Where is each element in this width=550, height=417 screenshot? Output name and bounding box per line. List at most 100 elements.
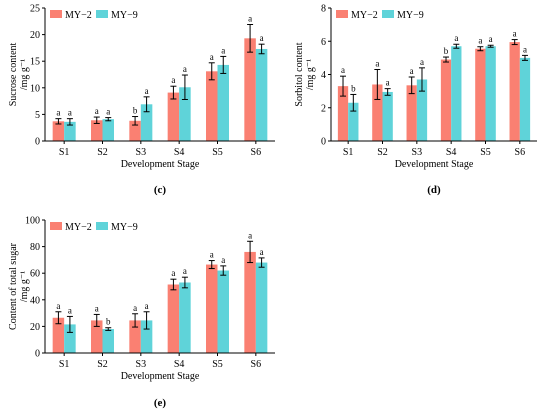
x-tick-label: S3 (136, 359, 147, 370)
y-tick-label: 0 (35, 349, 40, 360)
panel-label: (e) (154, 397, 167, 409)
bar-e-MY2-S3 (129, 320, 141, 353)
significance-label: a (420, 57, 424, 67)
y-tick-label: 40 (30, 295, 40, 306)
legend-swatch (336, 10, 348, 18)
x-tick-label: S1 (59, 359, 70, 370)
significance-label: a (95, 106, 99, 116)
y-tick-label: 25 (30, 4, 40, 15)
significance-label: a (260, 247, 264, 257)
legend-label: MY−9 (111, 10, 138, 21)
significance-label: b (444, 46, 449, 56)
significance-label: a (386, 78, 390, 88)
y-tick-label: 10 (30, 83, 40, 94)
legend-label: MY−9 (111, 222, 138, 233)
legend-label: MY−2 (351, 10, 378, 21)
panel-label: (c) (154, 184, 167, 196)
significance-label: a (513, 29, 517, 39)
x-tick-label: S4 (446, 147, 457, 158)
bar-d-MY9-S6 (519, 57, 531, 141)
legend-label: MY−9 (397, 10, 424, 21)
y-tick-label: 20 (30, 30, 40, 41)
significance-label: b (133, 106, 138, 116)
significance-label: a (248, 13, 252, 23)
y-tick-label: 4 (321, 70, 326, 81)
significance-label: a (145, 301, 149, 311)
significance-label: a (56, 108, 60, 118)
bar-d-MY9-S1 (348, 102, 359, 141)
significance-label: a (478, 36, 482, 46)
significance-label: a (489, 34, 493, 44)
significance-label: a (56, 301, 60, 311)
significance-label: a (68, 305, 72, 315)
bar-c-MY2-S2 (91, 120, 103, 141)
x-axis-label: Development Stage (395, 159, 474, 170)
y-tick-label: 80 (30, 242, 40, 253)
legend-label: MY−2 (65, 10, 92, 21)
x-tick-label: S4 (174, 147, 185, 158)
y-tick-label: 6 (321, 37, 326, 48)
x-tick-label: S6 (515, 147, 526, 158)
x-tick-label: S1 (59, 147, 70, 158)
bar-d-MY2-S3 (406, 85, 417, 141)
bar-e-MY9-S6 (255, 262, 268, 353)
bar-e-MY2-S2 (91, 320, 103, 353)
significance-label: a (260, 33, 264, 43)
bar-e-MY9-S3 (140, 320, 153, 353)
bar-d-MY9-S4 (451, 46, 462, 141)
bar-c-MY2-S5 (206, 71, 218, 141)
legend-swatch (382, 10, 394, 18)
significance-label: a (410, 66, 414, 76)
bar-d-MY2-S5 (475, 48, 486, 142)
significance-label: a (171, 75, 175, 85)
significance-label: a (221, 255, 225, 265)
bar-e-MY9-S2 (102, 329, 114, 353)
bar-d-MY2-S2 (372, 84, 383, 141)
bar-d-MY2-S6 (509, 42, 520, 141)
significance-label: a (95, 303, 99, 313)
y-axis-label-line: /mg g⁻¹ (305, 59, 316, 90)
significance-label: a (133, 303, 137, 313)
significance-label: a (183, 64, 187, 74)
significance-label: a (375, 59, 379, 69)
x-tick-label: S3 (412, 147, 423, 158)
bar-e-MY2-S5 (206, 264, 218, 353)
bar-c-MY9-S2 (102, 119, 114, 141)
bar-e-MY9-S5 (217, 270, 229, 353)
significance-label: a (454, 33, 458, 43)
bar-c-MY2-S6 (244, 38, 256, 141)
bar-e-MY9-S4 (179, 282, 191, 353)
significance-label: a (106, 107, 110, 117)
x-tick-label: S2 (97, 147, 108, 158)
bar-d-MY9-S2 (382, 91, 393, 141)
x-tick-label: S5 (480, 147, 491, 158)
x-axis-label: Development Stage (121, 371, 200, 382)
significance-label: a (145, 86, 149, 96)
x-tick-label: S6 (251, 147, 262, 158)
bar-c-MY2-S1 (52, 121, 65, 141)
bar-c-MY9-S3 (140, 104, 153, 141)
legend-swatch (96, 10, 108, 18)
significance-label: a (523, 44, 527, 54)
bar-d-MY2-S1 (337, 86, 349, 141)
y-tick-label: 0 (321, 137, 326, 148)
y-tick-label: 0 (35, 137, 40, 148)
bar-c-MY9-S4 (179, 87, 191, 141)
x-tick-label: S6 (251, 359, 262, 370)
y-axis-label-line: /mg g⁻¹ (19, 271, 30, 302)
significance-label: a (171, 268, 175, 278)
y-axis-label-line: Sorbitol content (294, 42, 305, 106)
legend-swatch (96, 222, 108, 230)
legend-label: MY−2 (65, 222, 92, 233)
panel-label: (d) (427, 184, 441, 196)
bar-e-MY2-S1 (52, 317, 65, 353)
significance-label: a (183, 266, 187, 276)
legend-swatch (50, 222, 62, 230)
y-axis-label-line: Sucrose content (8, 42, 19, 106)
bar-c-MY9-S5 (217, 64, 229, 141)
y-tick-label: 15 (30, 57, 40, 68)
legend-swatch (50, 10, 62, 18)
x-tick-label: S2 (377, 147, 388, 158)
